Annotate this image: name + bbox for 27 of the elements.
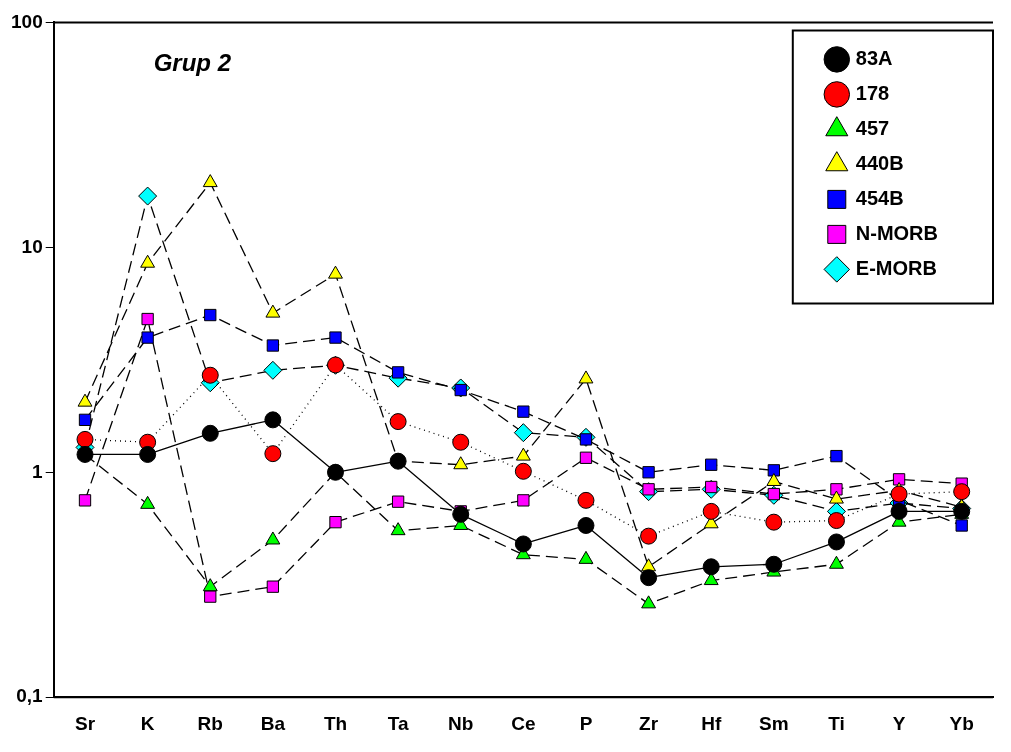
legend-label: 457	[855, 116, 890, 139]
x-tick-label: Ba	[260, 712, 286, 734]
legend-label: 454B	[855, 186, 904, 209]
y-tick-label: 10	[21, 235, 43, 257]
x-tick-label: Ti	[828, 712, 845, 734]
x-tick-label: Sr	[74, 712, 96, 734]
legend-label: 178	[855, 81, 890, 104]
x-tick-label: Yb	[949, 712, 974, 734]
legend-label: 440B	[855, 151, 904, 174]
x-tick-label: Rb	[197, 712, 223, 734]
x-tick-label: Nb	[448, 712, 474, 734]
legend-label: N-MORB	[855, 221, 939, 244]
y-tick-label: 0,1	[16, 685, 44, 707]
legend-label: E-MORB	[855, 256, 937, 279]
x-tick-label: P	[579, 712, 593, 734]
x-tick-label: Th	[323, 712, 348, 734]
x-tick-label: Hf	[701, 712, 722, 734]
x-tick-label: K	[140, 712, 155, 734]
y-tick-label: 100	[11, 10, 43, 32]
x-tick-label: Sm	[759, 712, 789, 734]
x-tick-label: Zr	[639, 712, 659, 734]
x-tick-label: Ce	[511, 712, 536, 734]
legend-label: 83A	[855, 46, 893, 69]
y-tick-label: 1	[32, 460, 44, 482]
text: Grup 2	[153, 49, 232, 77]
x-tick-label: Ta	[387, 712, 409, 734]
x-tick-label: Y	[892, 712, 906, 734]
